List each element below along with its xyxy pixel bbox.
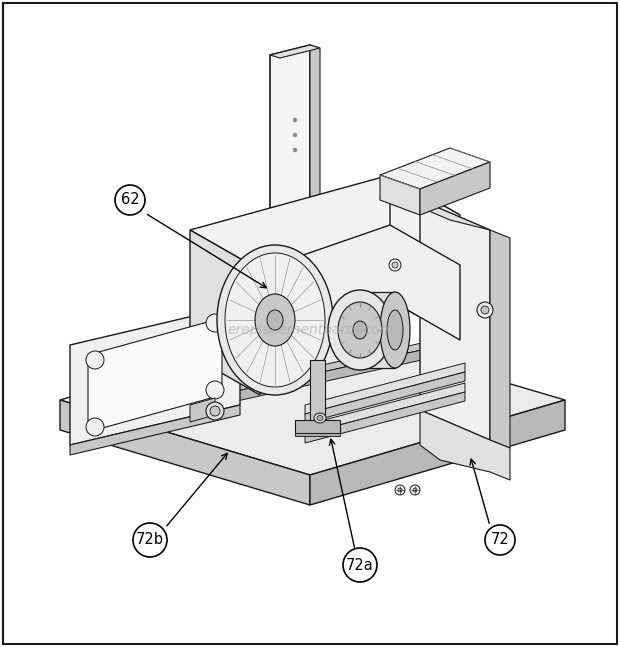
Text: 72b: 72b xyxy=(136,532,164,547)
Circle shape xyxy=(485,525,515,555)
Ellipse shape xyxy=(317,415,323,421)
Polygon shape xyxy=(70,405,240,455)
Polygon shape xyxy=(210,330,480,397)
Ellipse shape xyxy=(338,302,382,358)
Text: 62: 62 xyxy=(121,193,140,208)
Polygon shape xyxy=(190,175,460,270)
Polygon shape xyxy=(270,45,320,58)
Polygon shape xyxy=(305,372,465,423)
Polygon shape xyxy=(295,433,340,436)
Polygon shape xyxy=(305,363,465,414)
Ellipse shape xyxy=(210,406,220,416)
Polygon shape xyxy=(60,400,310,505)
Polygon shape xyxy=(305,383,465,434)
Ellipse shape xyxy=(410,485,420,495)
Polygon shape xyxy=(380,175,420,215)
Ellipse shape xyxy=(225,253,325,387)
Ellipse shape xyxy=(314,413,326,423)
Ellipse shape xyxy=(293,133,297,137)
Ellipse shape xyxy=(413,488,417,492)
Circle shape xyxy=(115,185,145,215)
Text: 72: 72 xyxy=(490,532,510,547)
Polygon shape xyxy=(310,360,325,420)
Ellipse shape xyxy=(395,485,405,495)
Polygon shape xyxy=(490,230,510,448)
Polygon shape xyxy=(88,318,222,432)
Polygon shape xyxy=(380,190,490,230)
Polygon shape xyxy=(420,410,510,480)
Ellipse shape xyxy=(255,294,295,346)
Ellipse shape xyxy=(328,290,392,370)
Polygon shape xyxy=(420,162,490,215)
Polygon shape xyxy=(310,45,320,333)
Circle shape xyxy=(133,523,167,557)
Circle shape xyxy=(343,548,377,582)
Ellipse shape xyxy=(481,306,489,314)
Polygon shape xyxy=(60,325,565,475)
Ellipse shape xyxy=(86,418,104,436)
Polygon shape xyxy=(390,175,460,340)
Ellipse shape xyxy=(389,259,401,271)
Ellipse shape xyxy=(392,262,398,268)
Polygon shape xyxy=(270,45,310,340)
Polygon shape xyxy=(310,400,565,505)
Ellipse shape xyxy=(217,245,333,395)
Polygon shape xyxy=(360,292,395,368)
Ellipse shape xyxy=(86,351,104,369)
Ellipse shape xyxy=(206,314,224,332)
Ellipse shape xyxy=(380,292,410,368)
Ellipse shape xyxy=(267,310,283,330)
Polygon shape xyxy=(380,148,490,189)
Ellipse shape xyxy=(206,381,224,399)
Polygon shape xyxy=(305,392,465,443)
Text: ereplacementparts.com: ereplacementparts.com xyxy=(227,323,393,337)
Polygon shape xyxy=(420,200,490,440)
Polygon shape xyxy=(190,230,260,395)
Polygon shape xyxy=(100,397,200,435)
Ellipse shape xyxy=(398,488,402,492)
Polygon shape xyxy=(260,225,460,345)
Ellipse shape xyxy=(206,402,224,420)
Polygon shape xyxy=(100,390,200,425)
Ellipse shape xyxy=(387,310,403,350)
Polygon shape xyxy=(70,305,240,445)
Polygon shape xyxy=(295,420,340,433)
Polygon shape xyxy=(210,337,480,407)
Ellipse shape xyxy=(477,302,493,318)
Polygon shape xyxy=(190,398,215,422)
Ellipse shape xyxy=(293,148,297,152)
Text: 72a: 72a xyxy=(346,558,374,573)
Ellipse shape xyxy=(293,118,297,122)
Ellipse shape xyxy=(353,321,367,339)
